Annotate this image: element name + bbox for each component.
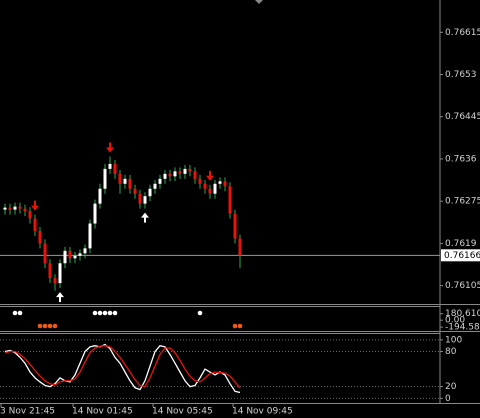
buy-arrow: [141, 212, 149, 223]
buy-dot: [102, 310, 108, 316]
candle-body: [238, 238, 242, 256]
candle-body: [33, 218, 37, 231]
y-tick-label: 0.7636: [445, 154, 477, 164]
candle-body: [173, 171, 177, 177]
candle-body: [188, 168, 192, 172]
buy-dot: [12, 310, 18, 316]
candle-body: [28, 211, 32, 219]
current-price-label: 0.76166: [444, 251, 480, 261]
candle-body: [43, 243, 47, 264]
candle-body: [8, 207, 12, 210]
buy-dot: [107, 310, 113, 316]
candle-body: [183, 168, 187, 174]
buy-dot: [97, 310, 103, 316]
candle-body: [233, 213, 237, 239]
sell-dot: [47, 323, 53, 329]
y-tick-label: 80: [445, 347, 457, 357]
candle-body: [118, 173, 122, 184]
buy-dot: [92, 310, 98, 316]
time-label: 14 Nov 01:45: [72, 407, 133, 417]
sell-dot: [232, 323, 238, 329]
candle-body: [153, 183, 157, 189]
y-tick-label: -194.589: [445, 323, 480, 333]
y-tick-label: 0.76275: [445, 197, 480, 207]
sell-dot: [42, 323, 48, 329]
y-tick-label: 0.76445: [445, 112, 480, 122]
candle-body: [78, 253, 82, 256]
scroll-marker: [255, 0, 263, 4]
sell-dot: [37, 323, 43, 329]
candle-body: [178, 171, 182, 174]
y-tick-label: 0.7653: [445, 70, 477, 80]
sell-arrow: [206, 170, 214, 181]
candle-body: [143, 196, 147, 204]
candle-body: [63, 250, 67, 264]
candle-body: [98, 188, 102, 204]
candle-body: [3, 207, 7, 210]
candle-body: [158, 178, 162, 184]
candle-body: [108, 163, 112, 169]
sell-arrow: [106, 142, 114, 153]
time-label: 14 Nov 09:45: [232, 407, 293, 417]
candle-body: [208, 188, 212, 194]
candle-body: [123, 178, 127, 184]
candle-body: [53, 278, 57, 284]
candle-body: [23, 208, 27, 212]
candle-body: [88, 223, 92, 249]
candle-body: [223, 181, 227, 187]
stochastic-line: [4, 343, 241, 394]
candle-body: [68, 250, 72, 259]
buy-dot: [17, 310, 23, 316]
y-tick-label: 20: [445, 382, 457, 392]
candle-body: [93, 203, 97, 224]
candle-body: [198, 178, 202, 184]
candle-body: [138, 193, 142, 204]
sell-dot: [237, 323, 243, 329]
candle-body: [13, 206, 17, 210]
y-tick-label: 0.7619: [445, 239, 477, 249]
candle-body: [228, 186, 232, 214]
buy-arrow: [56, 292, 64, 303]
candle-body: [103, 168, 107, 189]
candle-body: [83, 248, 87, 254]
time-label: 3 Nov 21:45: [0, 407, 55, 417]
candle-body: [113, 163, 117, 174]
candle-body: [18, 206, 22, 209]
candle-body: [213, 183, 217, 194]
sell-arrow: [31, 200, 39, 211]
y-tick-label: 0: [445, 394, 451, 404]
candle-body: [38, 230, 42, 244]
candle-body: [168, 173, 172, 177]
stochastic-line: [4, 345, 241, 389]
candle-body: [218, 181, 222, 184]
buy-dot: [197, 310, 203, 316]
candle-body: [203, 183, 207, 189]
candle-body: [73, 255, 77, 259]
y-tick-label: 100: [445, 335, 462, 345]
candle-body: [193, 171, 197, 179]
buy-dot: [112, 310, 118, 316]
y-tick-label: 0.00: [445, 316, 465, 326]
y-tick-label: 0.76615: [445, 28, 480, 38]
candle-body: [128, 178, 132, 189]
time-label: 14 Nov 05:45: [152, 407, 213, 417]
candle-body: [48, 263, 52, 279]
candle-body: [163, 173, 167, 179]
candle-body: [58, 263, 62, 284]
y-tick-label: 180.6109: [445, 309, 480, 319]
y-tick-label: 0.76105: [445, 281, 480, 291]
current-price-box: [441, 249, 480, 262]
candle-body: [148, 188, 152, 197]
sell-dot: [52, 323, 58, 329]
candle-body: [133, 188, 137, 194]
